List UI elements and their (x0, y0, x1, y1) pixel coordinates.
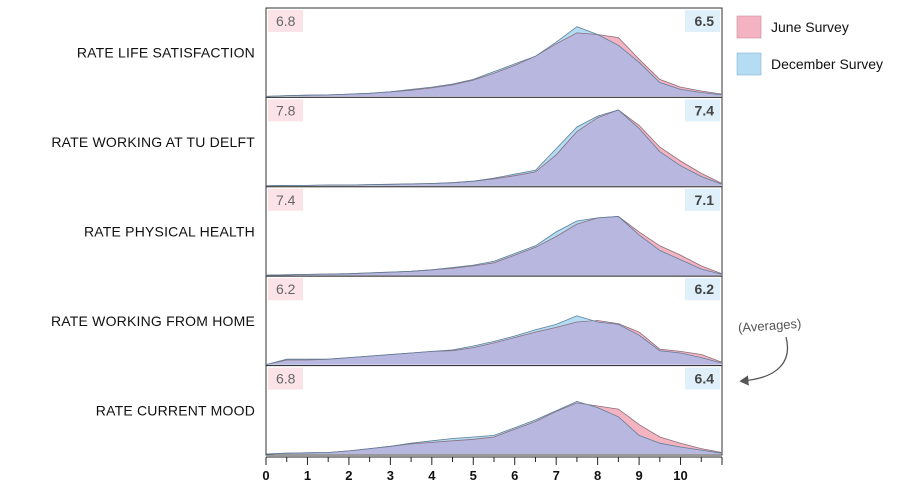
december-average-badge (685, 99, 720, 122)
legend-label-june: June Survey (771, 19, 849, 35)
december-average-badge (685, 278, 720, 301)
december-average-value: 7.1 (695, 192, 715, 208)
x-tick-label: 8 (594, 468, 601, 483)
row-label: RATE WORKING AT TU DELFT (51, 134, 255, 150)
june-average-badge (268, 10, 303, 32)
december-average-value: 6.2 (695, 281, 715, 297)
june-average-value: 7.8 (276, 102, 296, 118)
legend-swatch-december (736, 52, 762, 76)
row-label: RATE PHYSICAL HEALTH (84, 224, 255, 240)
june-average-value: 7.4 (276, 192, 296, 208)
june-average-badge (268, 278, 303, 301)
averages-annotation: (Averages) (738, 316, 802, 386)
series-area-overlap (266, 402, 722, 454)
legend-swatch-june (736, 15, 762, 39)
x-tick-label: 0 (262, 468, 269, 483)
x-tick-label: 1 (304, 468, 311, 483)
panel-2: RATE PHYSICAL HEALTH 7.4 7.1 (84, 186, 723, 277)
row-label: RATE LIFE SATISFACTION (77, 45, 255, 61)
x-tick-label: 2 (345, 468, 352, 483)
row-label: RATE CURRENT MOOD (96, 402, 255, 418)
x-tick-label: 4 (428, 468, 436, 483)
series-line-december (265, 315, 723, 365)
series-line-december (265, 109, 723, 187)
june-average-badge (268, 188, 303, 211)
x-tick-label: 7 (553, 468, 560, 483)
december-average-value: 6.5 (695, 13, 715, 29)
series-line-december (265, 215, 723, 276)
panel-0: RATE LIFE SATISFACTION 6.8 6.5 (77, 7, 723, 98)
june-average-value: 6.8 (276, 13, 296, 29)
december-average-value: 6.4 (695, 371, 715, 387)
x-tick-label: 10 (673, 468, 687, 483)
december-average-badge (685, 10, 720, 32)
legend-label-december: December Survey (771, 56, 883, 72)
x-tick-label: 3 (387, 468, 394, 483)
december-average-badge (685, 188, 720, 211)
series-line-december (265, 26, 723, 97)
june-average-badge (268, 367, 303, 390)
june-average-value: 6.8 (276, 371, 296, 387)
panel-3: RATE WORKING FROM HOME 6.2 6.2 (51, 275, 723, 367)
panel-4: RATE CURRENT MOOD 6.8 6.4 (96, 365, 723, 456)
x-tick-label: 9 (635, 468, 642, 483)
averages-note: (Averages) (738, 316, 802, 335)
june-average-value: 6.2 (276, 281, 296, 297)
legend: June Survey December Survey (736, 15, 883, 76)
x-tick-label: 5 (470, 468, 477, 483)
series-area-overlap (266, 216, 722, 276)
panels: RATE LIFE SATISFACTION 6.8 6.5 RATE WORKING… (51, 7, 723, 456)
december-average-value: 7.4 (695, 102, 715, 118)
panel-1: RATE WORKING AT TU DELFT 7.8 7.4 (51, 96, 723, 188)
series-area-overlap (266, 32, 722, 97)
x-tick-label: 6 (511, 468, 518, 483)
x-axis: 0 1 2 3 4 5 6 7 8 9 10 (262, 456, 723, 483)
row-label: RATE WORKING FROM HOME (51, 313, 255, 329)
series-line-december (265, 400, 723, 455)
december-average-badge (685, 367, 720, 390)
averages-arrow (739, 336, 789, 386)
series-area-overlap (266, 109, 722, 186)
june-average-badge (268, 99, 303, 122)
